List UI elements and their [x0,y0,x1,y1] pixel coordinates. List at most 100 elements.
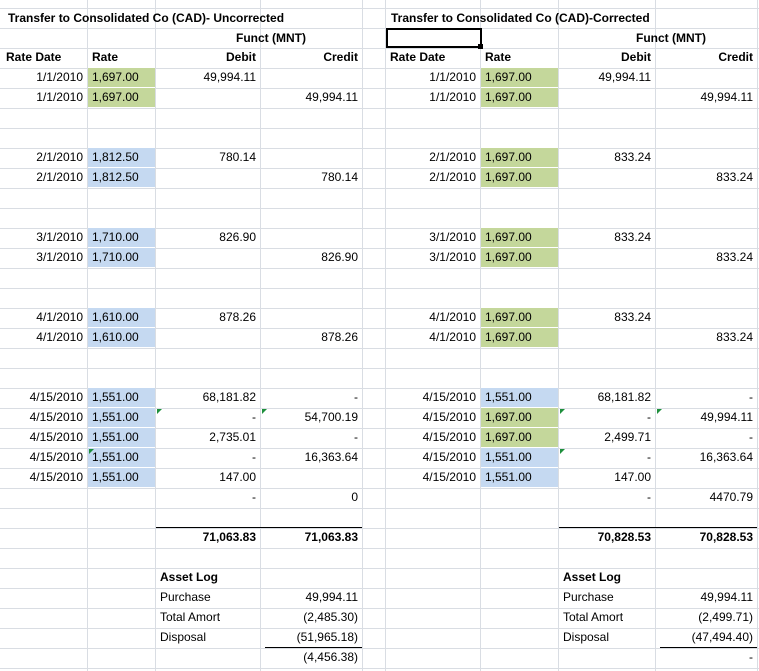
left-credit-cell[interactable]: 878.26 [321,330,358,344]
left-amort-label[interactable]: Total Amort [160,610,221,624]
right-credit-cell[interactable] [656,468,757,487]
left-header-debit[interactable]: Debit [226,50,256,64]
active-cell-selection[interactable] [386,28,482,48]
right-credit-cell[interactable] [656,228,757,247]
left-rate-date-cell[interactable]: 3/1/2010 [36,250,83,264]
left-total-debit[interactable]: 71,063.83 [202,530,256,544]
right-header-rate[interactable]: Rate [485,50,512,64]
right-total-credit[interactable]: 70,828.53 [699,530,753,544]
left-rate-date-cell[interactable]: 4/15/2010 [29,450,83,464]
right-rate-cell[interactable]: 1,697.00 [481,248,558,267]
right-rate-date-cell[interactable]: 4/1/2010 [429,310,476,324]
left-rate-cell[interactable]: 1,551.00 [88,388,155,407]
left-rate-date-cell[interactable]: 4/15/2010 [29,470,83,484]
right-credit-cell[interactable]: 49,994.11 [700,410,754,424]
right-rate-cell[interactable]: 1,551.00 [481,468,558,487]
left-rate-date-cell[interactable]: 2/1/2010 [36,150,83,164]
right-rate-cell[interactable]: 1,697.00 [481,428,558,447]
right-credit-cell[interactable] [656,308,757,327]
left-credit-cell[interactable] [261,148,362,167]
right-rate-date-cell[interactable]: 4/1/2010 [429,330,476,344]
left-credit-cell[interactable] [261,68,362,87]
right-debit-cell[interactable]: 147.00 [614,470,651,484]
right-rate-date-cell[interactable]: 4/15/2010 [422,390,476,404]
right-rate-date-cell[interactable]: 3/1/2010 [429,230,476,244]
left-debit-cell[interactable]: - [252,490,256,504]
left-rate-cell[interactable]: 1,551.00 [88,468,155,487]
left-debit-cell[interactable]: - [252,450,256,464]
right-debit-cell[interactable] [559,248,655,267]
left-debit-cell[interactable]: 826.90 [219,230,256,244]
right-credit-cell[interactable]: 4470.79 [709,490,753,504]
right-rate-cell[interactable]: 1,697.00 [481,328,558,347]
right-debit-cell[interactable]: - [647,490,651,504]
right-rate-date-cell[interactable]: 4/15/2010 [422,410,476,424]
left-title[interactable]: Transfer to Consolidated Co (CAD)- Uncor… [8,11,285,25]
left-credit-cell[interactable]: - [354,390,358,404]
left-rate-cell[interactable]: 1,710.00 [88,228,155,247]
right-rate-cell[interactable]: 1,551.00 [481,448,558,467]
left-rate-date-cell[interactable]: 2/1/2010 [36,170,83,184]
right-rate-date-cell[interactable] [386,488,480,507]
left-credit-cell[interactable] [261,308,362,327]
right-rate-date-cell[interactable]: 4/15/2010 [422,470,476,484]
right-header-rate-date[interactable]: Rate Date [390,50,446,64]
right-header-credit[interactable]: Credit [718,50,753,64]
left-debit-cell[interactable]: 780.14 [219,150,256,164]
left-debit-cell[interactable] [156,328,260,347]
left-debit-cell[interactable]: 878.26 [219,310,256,324]
left-rate-date-cell[interactable]: 4/15/2010 [29,430,83,444]
right-total-debit[interactable]: 70,828.53 [597,530,651,544]
right-rate-cell[interactable] [481,488,558,507]
right-rate-cell[interactable]: 1,697.00 [481,168,558,187]
right-asset-log-title[interactable]: Asset Log [563,570,622,584]
right-rate-date-cell[interactable]: 1/1/2010 [429,70,476,84]
right-debit-cell[interactable]: 833.24 [614,230,651,244]
left-rate-cell[interactable] [88,488,155,507]
right-debit-cell[interactable]: 68,181.82 [597,390,651,404]
right-purchase-value[interactable]: 49,994.11 [700,590,754,604]
left-funct-label[interactable]: Funct (MNT) [236,31,306,45]
left-rate-date-cell[interactable]: 1/1/2010 [36,70,83,84]
right-rate-date-cell[interactable]: 2/1/2010 [429,150,476,164]
right-debit-cell[interactable]: - [647,410,651,424]
right-credit-cell[interactable]: 49,994.11 [700,90,754,104]
left-rate-date-cell[interactable]: 4/1/2010 [36,330,83,344]
right-debit-cell[interactable] [559,328,655,347]
left-credit-cell[interactable] [261,468,362,487]
left-rate-cell[interactable]: 1,812.50 [88,148,155,167]
right-rate-cell[interactable]: 1,697.00 [481,228,558,247]
left-credit-cell[interactable]: - [354,430,358,444]
left-debit-cell[interactable]: - [252,410,256,424]
right-credit-cell[interactable]: 16,363.64 [699,450,753,464]
left-header-rate-date[interactable]: Rate Date [6,50,62,64]
left-debit-cell[interactable] [156,168,260,187]
right-debit-cell[interactable]: 833.24 [614,150,651,164]
right-amort-label[interactable]: Total Amort [563,610,624,624]
right-amort-value[interactable]: (2,499.71) [698,610,753,624]
left-credit-cell[interactable]: 0 [351,490,358,504]
left-purchase-label[interactable]: Purchase [160,590,211,604]
left-debit-cell[interactable]: 49,994.11 [203,70,257,84]
left-disposal-value[interactable]: (51,965.18) [296,630,358,644]
left-header-credit[interactable]: Credit [323,50,358,64]
left-debit-cell[interactable]: 147.00 [219,470,256,484]
right-rate-date-cell[interactable]: 2/1/2010 [429,170,476,184]
left-debit-cell[interactable] [156,248,260,267]
left-disposal-label[interactable]: Disposal [160,630,207,644]
left-rate-cell[interactable]: 1,551.00 [88,408,155,427]
left-amort-value[interactable]: (2,485.30) [303,610,358,624]
left-purchase-value[interactable]: 49,994.11 [305,590,359,604]
left-result-value[interactable]: (4,456.38) [303,650,358,664]
right-debit-cell[interactable]: - [647,450,651,464]
left-rate-cell[interactable]: 1,551.00 [88,428,155,447]
right-rate-cell[interactable]: 1,551.00 [481,388,558,407]
right-rate-cell[interactable]: 1,697.00 [481,88,558,107]
right-rate-cell[interactable]: 1,697.00 [481,68,558,87]
left-debit-cell[interactable]: 2,735.01 [209,430,256,444]
right-rate-cell[interactable]: 1,697.00 [481,308,558,327]
right-rate-cell[interactable]: 1,697.00 [481,148,558,167]
left-rate-cell[interactable]: 1,710.00 [88,248,155,267]
right-header-debit[interactable]: Debit [621,50,651,64]
right-credit-cell[interactable] [656,68,757,87]
